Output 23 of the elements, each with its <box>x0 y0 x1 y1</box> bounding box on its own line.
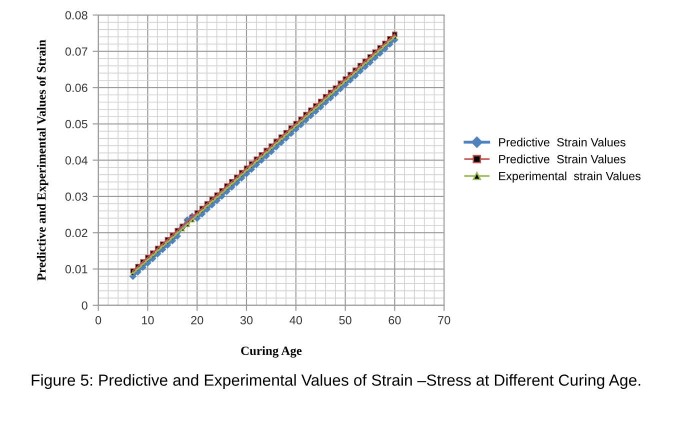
legend-label: Experimental strain Values <box>499 172 641 183</box>
y-tick-label: 0.02 <box>65 228 88 238</box>
y-axis-title: Predictive and Experimental Values of Strain <box>36 40 48 281</box>
x-tick-label: 60 <box>388 316 401 324</box>
legend-label: Predictive Strain Values <box>499 138 626 146</box>
y-tick-label: 0 <box>82 301 88 310</box>
y-tick-label: 0.03 <box>65 192 88 201</box>
y-tick-label: 0.04 <box>65 156 88 165</box>
y-tick-label: 0.05 <box>65 120 88 128</box>
x-tick-label: 10 <box>142 316 154 324</box>
x-tick-label: 50 <box>339 316 352 324</box>
x-tick-label: 0 <box>95 316 102 324</box>
x-tick-label: 20 <box>191 316 204 324</box>
x-tick-label: 70 <box>438 316 450 324</box>
legend-label: Predictive Strain Values <box>499 154 626 164</box>
x-tick-label: 40 <box>290 316 302 324</box>
caption: Figure 5: Predictive and Experimental Values of Strain –Stress at Different Curing Age. <box>32 374 640 389</box>
x-tick-label: 30 <box>240 316 253 324</box>
y-tick-label: 0.01 <box>65 265 88 274</box>
y-tick-label: 0.06 <box>65 84 88 92</box>
y-tick-label: 0.07 <box>65 47 88 56</box>
y-tick-label: 0.08 <box>65 11 88 20</box>
x-axis-title: Curing Age <box>241 346 302 358</box>
